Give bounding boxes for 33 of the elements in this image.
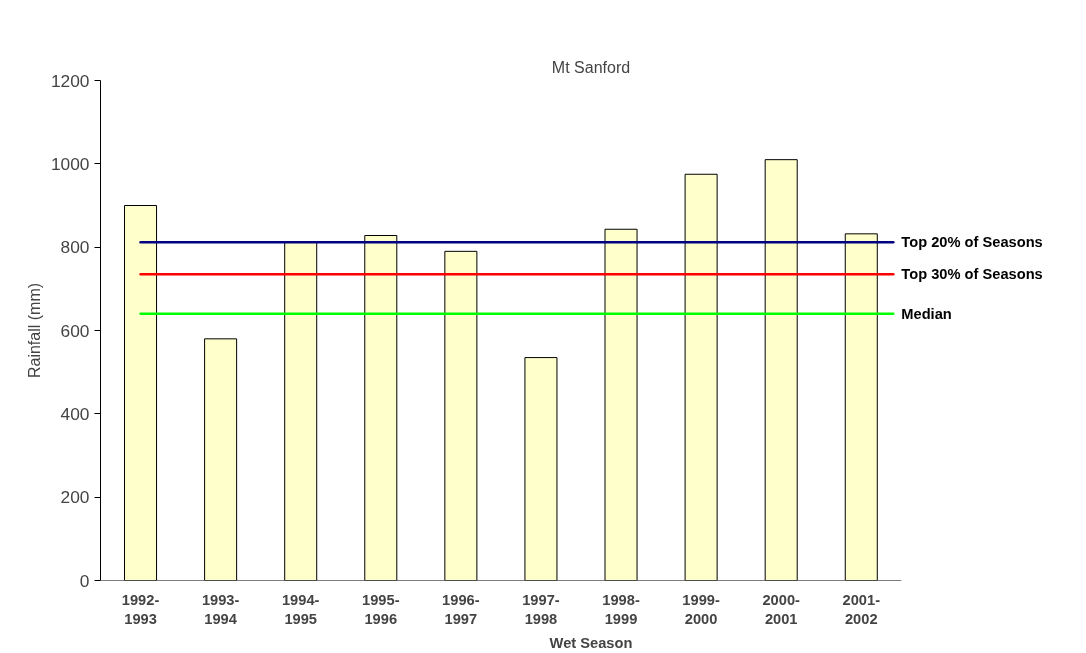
- x-axis-title: Wet Season: [549, 634, 633, 651]
- y-axis-title: Rainfall (mm): [25, 282, 43, 379]
- x-tick-label: 2001-2002: [842, 591, 881, 627]
- y-tick-label: 200: [60, 487, 90, 508]
- y-tick-label: 1000: [50, 153, 90, 174]
- ref-line-label: Top 30% of Seasons: [901, 266, 1043, 283]
- bar: [364, 235, 398, 581]
- bar: [684, 173, 718, 581]
- y-tick-label: 0: [79, 570, 90, 591]
- x-tick-label: 1999-2000: [682, 591, 720, 627]
- y-tick-label: 400: [60, 403, 90, 424]
- ref-line-label: Median: [901, 305, 952, 322]
- bar: [444, 250, 478, 581]
- x-tick-label: 1998-1999: [602, 591, 640, 627]
- y-tick-label: 800: [60, 237, 90, 258]
- x-tick-label: 1993-1994: [201, 591, 240, 627]
- bar: [764, 159, 798, 581]
- x-tick-label: 1995-1996: [362, 591, 400, 627]
- bar: [124, 205, 158, 581]
- bar: [284, 241, 318, 581]
- bar: [604, 228, 638, 581]
- x-tick-label: 1992-1993: [121, 591, 160, 627]
- ref-line-label: Top 20% of Seasons: [901, 234, 1043, 251]
- bar: [524, 357, 558, 581]
- y-tick-label: 1200: [50, 70, 90, 91]
- x-tick-label: 2000-2001: [762, 591, 801, 627]
- bar: [844, 233, 878, 581]
- y-tick-label: 600: [60, 320, 90, 341]
- x-tick-label: 1996-1997: [442, 591, 480, 627]
- bar: [204, 338, 238, 581]
- x-tick-label: 1997-1998: [522, 591, 560, 627]
- chart-title: Mt Sanford: [551, 58, 631, 76]
- x-tick-label: 1994-1995: [281, 591, 320, 627]
